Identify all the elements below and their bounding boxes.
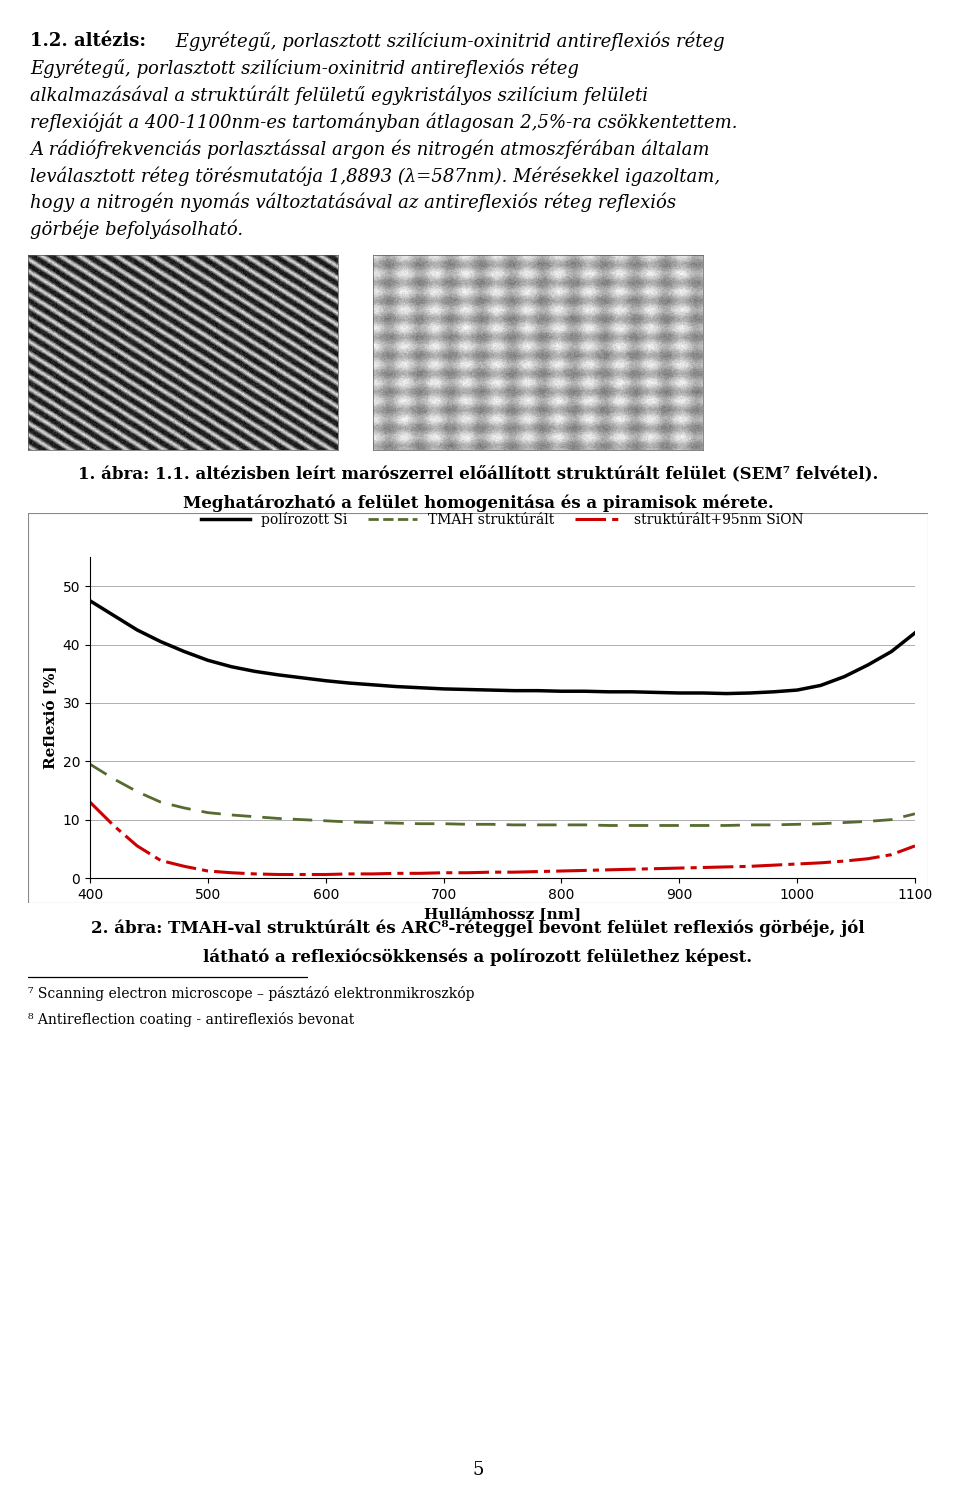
Text: A rádiófrekvenciás porlasztással argon és nitrogén atmoszférában általam: A rádiófrekvenciás porlasztással argon é…: [30, 138, 709, 158]
Text: alkalmazásával a struktúrált felületű egykristályos szilícium felületi: alkalmazásával a struktúrált felületű eg…: [30, 86, 648, 105]
FancyBboxPatch shape: [28, 513, 928, 903]
Text: látható a reflexiócsökkensés a polírozott felülethez képest.: látható a reflexiócsökkensés a polírozot…: [204, 948, 753, 966]
X-axis label: Hullámhossz [nm]: Hullámhossz [nm]: [424, 908, 581, 921]
Text: görbéje befolyásolható.: görbéje befolyásolható.: [30, 220, 243, 239]
Text: 2. ábra: TMAH-val struktúrált és ARC⁸-réteggel bevont felület reflexiós görbéje,: 2. ábra: TMAH-val struktúrált és ARC⁸-ré…: [91, 920, 865, 936]
Text: ⁸ Antireflection coating - antireflexiós bevonat: ⁸ Antireflection coating - antireflexiós…: [28, 1011, 354, 1026]
Text: hogy a nitrogén nyomás változtatásával az antireflexiós réteg reflexiós: hogy a nitrogén nyomás változtatásával a…: [30, 193, 676, 212]
Text: Egyrétegű, porlasztott szilícium-oxinitrid antireflexiós réteg: Egyrétegű, porlasztott szilícium-oxinitr…: [30, 59, 579, 78]
Legend: polírozott Si, TMAH struktúrált, struktúrált+95nm SiON: polírozott Si, TMAH struktúrált, struktú…: [196, 506, 809, 533]
Text: Meghatározható a felület homogenitása és a piramisok mérete.: Meghatározható a felület homogenitása és…: [182, 494, 774, 512]
Y-axis label: Reflexió [%]: Reflexió [%]: [43, 665, 57, 769]
Text: reflexióját a 400-1100nm-es tartományban átlagosan 2,5%-ra csökkentettem.: reflexióját a 400-1100nm-es tartományban…: [30, 113, 737, 132]
Text: 5: 5: [472, 1461, 484, 1479]
Text: Egyrétegű, porlasztott szilícium-oxinitrid antireflexiós réteg: Egyrétegű, porlasztott szilícium-oxinitr…: [170, 32, 724, 51]
Text: ⁷ Scanning electron microscope – pásztázó elektronmikroszkóp: ⁷ Scanning electron microscope – pásztáz…: [28, 986, 474, 1001]
Text: 1. ábra: 1.1. altézisben leírt marószerrel előállított struktúrált felület (SEM⁷: 1. ábra: 1.1. altézisben leírt marószerr…: [78, 465, 878, 482]
Text: leválasztott réteg törésmutatója 1,8893 (λ=587nm). Mérésekkel igazoltam,: leválasztott réteg törésmutatója 1,8893 …: [30, 166, 720, 185]
Text: 1.2. altézis:: 1.2. altézis:: [30, 33, 146, 51]
